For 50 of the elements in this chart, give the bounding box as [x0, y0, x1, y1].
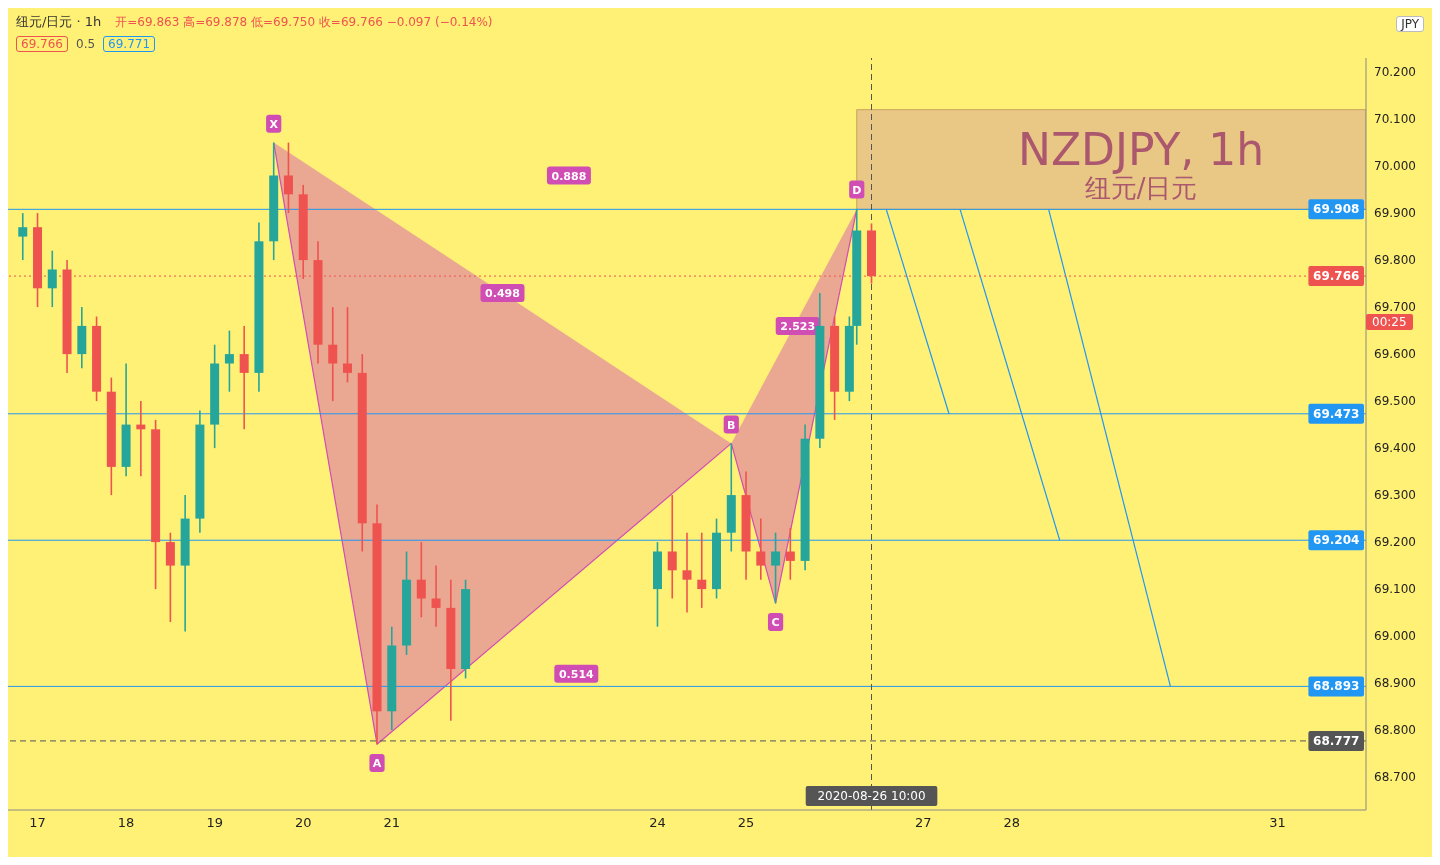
- y-tick-label: 68.700: [1374, 770, 1416, 785]
- y-tick-label: 69.700: [1374, 300, 1416, 315]
- x-tick-label: 27: [914, 815, 932, 831]
- text: JPY: [1396, 16, 1424, 32]
- text: 开=69.863 高=69.878 低=69.750 收=69.766 −0.097 (−0.14%): [115, 13, 493, 31]
- x-tick-label: 19: [206, 815, 223, 831]
- y-tick-label: 70.200: [1374, 65, 1416, 80]
- chart-title: 纽元/日元 · 1h: [16, 13, 102, 31]
- annotation: 2.523: [780, 319, 816, 333]
- annotation: X: [269, 117, 279, 131]
- y-tick-label: 69.900: [1374, 206, 1416, 221]
- annotation: 0.514: [558, 667, 595, 681]
- annotation: D: [852, 183, 862, 197]
- y-tick-label: 69.000: [1374, 629, 1416, 644]
- annotation: A: [372, 757, 382, 770]
- annotation: 0.498: [485, 287, 520, 300]
- ref-line-label: 68.893: [1313, 679, 1360, 694]
- y-tick-label: 68.800: [1374, 723, 1416, 738]
- text: 69.771: [103, 36, 156, 52]
- y-tick-label: 69.800: [1374, 253, 1416, 268]
- text: NZDJPY, 1h 纽元/日元: [1018, 124, 1265, 204]
- x-tick-label: 21: [383, 815, 401, 831]
- annotation: 0.888: [551, 169, 587, 183]
- text: 00:25: [1366, 314, 1413, 330]
- ref-line-label: 2020-08-26 10:00: [817, 789, 926, 803]
- annotation: B: [727, 418, 736, 432]
- x-tick-label: 28: [1003, 815, 1021, 831]
- text: 0.5: [76, 37, 96, 51]
- ref-line-label: 69.204: [1313, 533, 1360, 548]
- y-tick-label: 69.600: [1374, 347, 1416, 362]
- x-tick-label: 20: [294, 815, 312, 831]
- y-tick-label: 69.400: [1374, 441, 1416, 456]
- y-tick-label: 69.500: [1374, 394, 1416, 409]
- y-tick-label: 69.200: [1374, 535, 1416, 550]
- ref-line-label: 68.777: [1313, 733, 1360, 748]
- y-tick-label: 70.000: [1374, 159, 1416, 174]
- y-tick-label: 68.900: [1374, 676, 1416, 691]
- ref-line-label: 69.473: [1313, 406, 1360, 421]
- annotation: C: [771, 616, 780, 629]
- x-tick-label: 17: [29, 815, 46, 831]
- y-tick-label: 69.300: [1374, 488, 1416, 503]
- y-tick-label: 69.100: [1374, 582, 1416, 597]
- ref-line-label: 69.908: [1313, 202, 1360, 217]
- x-tick-label: 18: [117, 815, 135, 831]
- x-tick-label: 31: [1269, 815, 1286, 831]
- y-tick-label: 70.100: [1374, 112, 1416, 127]
- x-tick-label: 24: [649, 815, 666, 831]
- text: 69.766: [16, 36, 68, 52]
- ref-line-label: 69.766: [1313, 269, 1360, 284]
- x-tick-label: 25: [737, 815, 755, 831]
